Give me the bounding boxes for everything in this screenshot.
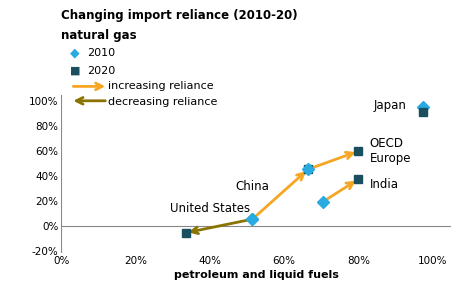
Text: India: India: [369, 178, 399, 191]
Text: Changing import reliance (2010-20): Changing import reliance (2010-20): [61, 9, 298, 22]
Text: ■: ■: [70, 66, 80, 75]
Text: natural gas: natural gas: [61, 29, 137, 42]
Text: 2020: 2020: [87, 66, 115, 75]
Text: China: China: [235, 180, 269, 193]
Text: OECD
Europe: OECD Europe: [369, 137, 411, 165]
Text: ◆: ◆: [70, 47, 80, 60]
Text: decreasing reliance: decreasing reliance: [108, 97, 218, 107]
X-axis label: petroleum and liquid fuels: petroleum and liquid fuels: [174, 270, 338, 281]
Text: increasing reliance: increasing reliance: [108, 82, 214, 91]
Text: Japan: Japan: [373, 99, 406, 112]
Text: United States: United States: [171, 202, 251, 215]
Text: 2010: 2010: [87, 48, 115, 58]
